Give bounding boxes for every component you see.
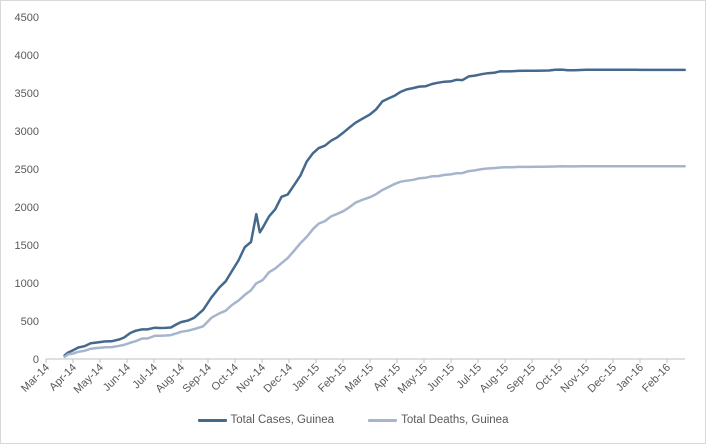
x-axis-tick-label: Aug-15 (478, 362, 512, 396)
x-axis-tick-label: Jun-15 (425, 362, 457, 394)
y-axis-tick-label: 1500 (15, 240, 39, 252)
y-axis-tick-label: 4500 (15, 12, 39, 24)
x-axis-tick-label: Mar-14 (19, 362, 52, 395)
legend-label: Total Cases, Guinea (230, 414, 335, 426)
x-axis-tick-label: Dec-15 (586, 362, 620, 396)
x-axis-tick-label: Dec-14 (262, 362, 296, 396)
x-axis-tick-label: Nov-15 (559, 362, 593, 396)
legend-label: Total Deaths, Guinea (401, 414, 509, 426)
x-axis-tick-label: Jun-14 (101, 362, 133, 394)
x-axis-tick-label: Mar-15 (343, 362, 376, 395)
x-axis-tick-label: Jan-16 (614, 362, 646, 394)
x-axis-tick-label: Sep-14 (181, 362, 215, 396)
y-axis-tick-label: 0 (33, 354, 39, 366)
y-axis-tick-label: 2500 (15, 164, 39, 176)
x-axis-tick-label: Sep-15 (505, 362, 539, 396)
x-axis-tick-label: Jan-15 (290, 362, 322, 394)
series-line-total-cases-guinea (63, 68, 686, 357)
legend-line-swatch (368, 418, 398, 422)
x-axis-tick-label: May-15 (396, 362, 430, 396)
x-axis-tick-label: Feb-15 (316, 362, 349, 395)
x-axis-tick-label: Aug-14 (154, 362, 188, 396)
y-axis-tick-label: 3500 (15, 88, 39, 100)
legend-line-swatch (197, 418, 227, 422)
x-axis-tick-label: Nov-14 (235, 362, 269, 396)
chart-legend: Total Cases, Guinea Total Deaths, Guinea (1, 414, 705, 426)
x-axis-tick-label: May-14 (72, 362, 106, 396)
y-axis-tick-label: 2000 (15, 202, 39, 214)
series-line-total-deaths-guinea (63, 165, 686, 359)
legend-item-total-deaths-guinea: Total Deaths, Guinea (368, 414, 508, 426)
legend-item-total-cases-guinea: Total Cases, Guinea (197, 414, 335, 426)
y-axis-tick-label: 3000 (15, 126, 39, 138)
y-axis-tick-label: 1000 (15, 278, 39, 290)
x-axis-tick-label: Feb-16 (640, 362, 673, 395)
y-axis-tick-label: 500 (21, 316, 39, 328)
y-axis-tick-label: 4000 (15, 50, 39, 62)
